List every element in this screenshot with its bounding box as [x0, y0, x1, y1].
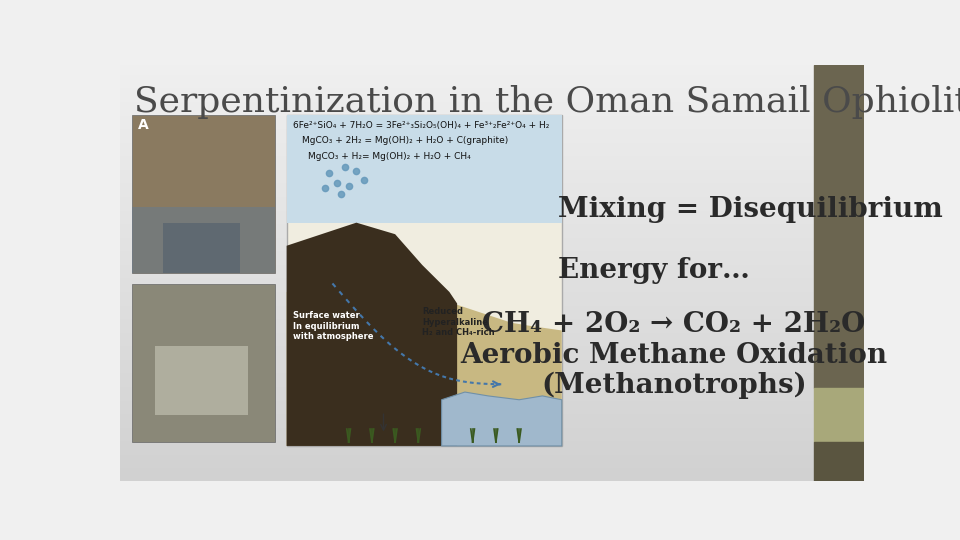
Text: (Methanotrophs): (Methanotrophs) [541, 372, 807, 399]
Text: Serpentinization in the Oman Samail Ophiolite: Serpentinization in the Oman Samail Ophi… [134, 85, 960, 119]
Bar [287, 115, 562, 222]
Bar [814, 65, 864, 388]
Bar [162, 222, 240, 273]
Text: Reduced
Hyperalkaline
H₂ and CH₄-rich: Reduced Hyperalkaline H₂ and CH₄-rich [422, 307, 494, 337]
Text: A: A [138, 118, 149, 132]
Text: Surface water
In equilibrium
with atmosphere: Surface water In equilibrium with atmosp… [293, 311, 373, 341]
Polygon shape [442, 392, 562, 446]
Text: MgCO₃ + H₂= Mg(OH)₂ + H₂O + CH₄: MgCO₃ + H₂= Mg(OH)₂ + H₂O + CH₄ [308, 152, 471, 161]
Polygon shape [287, 222, 457, 446]
Text: MgCO₃ + 2H₂ = Mg(OH)₂ + H₂O + C(graphite): MgCO₃ + 2H₂ = Mg(OH)₂ + H₂O + C(graphite… [302, 137, 509, 145]
Bar [132, 207, 275, 273]
Bar [814, 388, 864, 442]
Text: Mixing = Disequilibrium: Mixing = Disequilibrium [558, 195, 943, 222]
Bar [132, 284, 275, 442]
Bar [814, 442, 864, 481]
Polygon shape [287, 269, 562, 446]
Bar [287, 115, 562, 446]
Text: 6Fe²⁺SiO₄ + 7H₂O = 3Fe²⁺₃Si₂O₅(OH)₄ + Fe³⁺₂Fe²⁺O₄ + H₂: 6Fe²⁺SiO₄ + 7H₂O = 3Fe²⁺₃Si₂O₅(OH)₄ + Fe… [293, 121, 549, 130]
Bar [132, 115, 275, 273]
Text: CH₄ + 2O₂ → CO₂ + 2H₂O: CH₄ + 2O₂ → CO₂ + 2H₂O [483, 311, 866, 338]
Text: Aerobic Methane Oxidation: Aerobic Methane Oxidation [461, 342, 888, 369]
Text: Energy for…: Energy for… [558, 257, 750, 284]
Bar [155, 346, 248, 415]
